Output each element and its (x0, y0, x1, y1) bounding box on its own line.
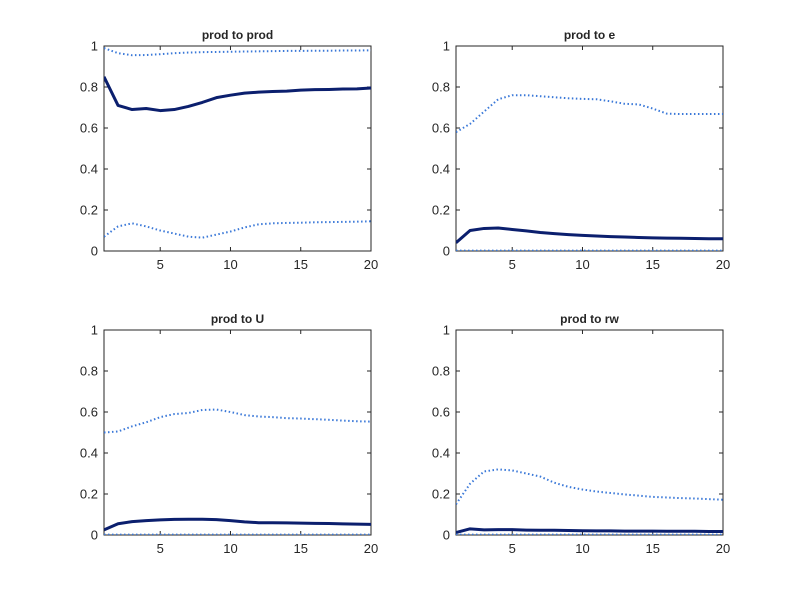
axes-box (103, 329, 372, 536)
x-tick-label: 5 (509, 257, 516, 272)
y-tick-label: 1 (91, 39, 98, 54)
y-tick-label: 0.8 (80, 80, 98, 95)
y-tick-label: 0.4 (80, 162, 98, 177)
y-tick-label: 0.6 (432, 405, 450, 420)
y-tick-label: 0.6 (80, 405, 98, 420)
x-tick-label: 15 (646, 541, 660, 556)
y-tick-label: 0.8 (432, 80, 450, 95)
y-tick-label: 1 (91, 323, 98, 338)
y-tick-label: 1 (443, 39, 450, 54)
x-tick-label: 5 (157, 541, 164, 556)
y-tick-label: 0.2 (80, 203, 98, 218)
y-tick-label: 0.8 (432, 364, 450, 379)
subplot-2: prod to e00.20.40.60.815 10 15 20 (432, 28, 730, 272)
x-tick-label: 15 (294, 541, 308, 556)
y-tick-label: 0.4 (432, 446, 450, 461)
series-line-band-1 (456, 94, 723, 133)
series-line-band-1 (456, 468, 723, 505)
y-tick-label: 0.6 (432, 121, 450, 136)
x-tick-label: 15 (294, 257, 308, 272)
subplot-title: prod to prod (202, 28, 273, 42)
y-tick-label: 0.2 (432, 487, 450, 502)
y-tick-label: 0 (91, 528, 98, 543)
subplot-title: prod to e (564, 28, 616, 42)
y-tick-label: 0 (443, 528, 450, 543)
x-tick-label: 15 (646, 257, 660, 272)
y-tick-label: 1 (443, 323, 450, 338)
x-tick-label: 5 (157, 257, 164, 272)
x-tick-label: 10 (223, 257, 237, 272)
y-tick-label: 0.6 (80, 121, 98, 136)
axes-box (103, 45, 372, 252)
series-line-response (456, 226, 723, 244)
x-tick-label: 10 (575, 541, 589, 556)
subplot-title: prod to rw (560, 312, 619, 326)
y-tick-label: 0.2 (80, 487, 98, 502)
series-line-band-2 (104, 220, 371, 239)
y-tick-label: 0.8 (80, 364, 98, 379)
subplot-3: prod to U00.20.40.60.815 10 15 20 (80, 312, 378, 556)
series-line-response (104, 76, 371, 113)
x-tick-label: 20 (716, 541, 730, 556)
series-line-response (456, 527, 723, 534)
series-line-band-1 (104, 408, 371, 434)
x-tick-label: 20 (716, 257, 730, 272)
y-tick-label: 0.2 (432, 203, 450, 218)
x-tick-label: 10 (223, 541, 237, 556)
y-tick-label: 0 (91, 244, 98, 259)
series-line-response (104, 517, 371, 532)
axes-box (455, 329, 724, 536)
y-tick-label: 0.4 (432, 162, 450, 177)
axes-box (455, 45, 724, 252)
y-tick-label: 0 (443, 244, 450, 259)
x-tick-label: 20 (364, 541, 378, 556)
subplot-title: prod to U (211, 312, 264, 326)
x-tick-label: 10 (575, 257, 589, 272)
x-tick-label: 20 (364, 257, 378, 272)
x-tick-label: 5 (509, 541, 516, 556)
y-tick-label: 0.4 (80, 446, 98, 461)
